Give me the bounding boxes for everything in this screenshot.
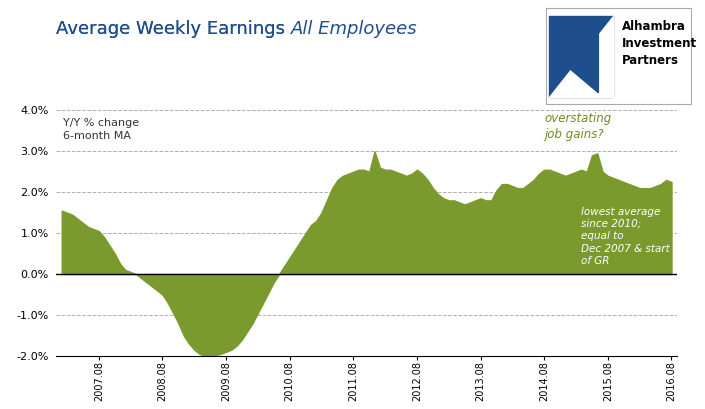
Text: Y/Y % change
6-month MA: Y/Y % change 6-month MA [63, 118, 139, 141]
Text: All Employees: All Employees [291, 20, 418, 38]
Text: lowest average
since 2010;
equal to
Dec 2007 & start
of GR: lowest average since 2010; equal to Dec … [582, 207, 670, 266]
Text: Average Weekly Earnings: Average Weekly Earnings [56, 20, 291, 38]
Polygon shape [549, 16, 613, 97]
Text: Alhambra
Investment
Partners: Alhambra Investment Partners [622, 20, 697, 67]
Polygon shape [555, 20, 599, 93]
Text: Average Weekly Earnings: Average Weekly Earnings [56, 20, 291, 38]
Text: overstating
job gains?: overstating job gains? [544, 112, 611, 141]
Bar [549, 16, 613, 97]
